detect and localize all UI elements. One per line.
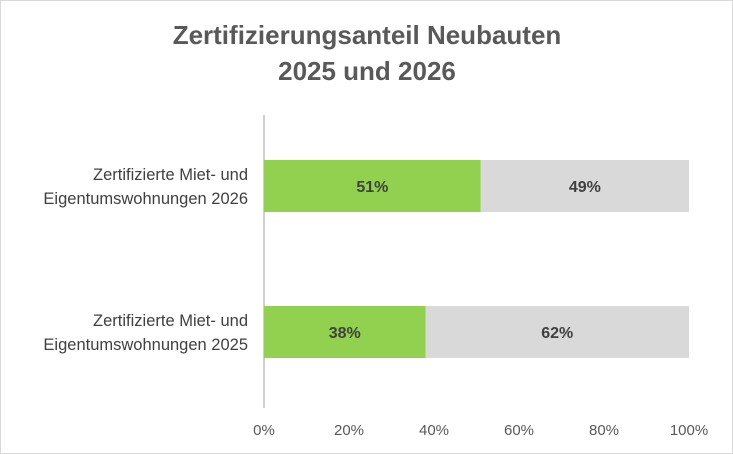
- bar-data-label: 38%: [329, 325, 361, 342]
- bar-data-label: 49%: [569, 179, 601, 196]
- category-label: Zertifizierte Miet- und: [93, 166, 248, 184]
- x-tick-label: 100%: [670, 422, 708, 439]
- category-label: Eigentumswohnungen 2025: [43, 336, 248, 354]
- data-label-group: 51% 49% 38% 62%: [329, 179, 601, 342]
- chart-title-line-1: Zertifizierungsanteil Neubauten: [173, 20, 562, 50]
- x-tick-label-group: 0% 20% 40% 60% 80% 100%: [253, 422, 708, 439]
- x-tick-label: 80%: [589, 422, 619, 439]
- x-tick-label: 20%: [334, 422, 364, 439]
- bar-data-label: 51%: [356, 179, 388, 196]
- x-tick-label: 60%: [504, 422, 534, 439]
- bar-segment: [264, 160, 481, 212]
- bar-data-label: 62%: [541, 325, 573, 342]
- bar-segment: [264, 306, 426, 358]
- bar-segment: [480, 160, 689, 212]
- bar-segment: [425, 306, 689, 358]
- x-tick-label: 40%: [419, 422, 449, 439]
- chart-title: Zertifizierungsanteil Neubauten 2025 und…: [173, 20, 562, 86]
- bar-group: [264, 160, 689, 358]
- x-tick-label: 0%: [253, 422, 275, 439]
- category-label: Zertifizierte Miet- und: [93, 312, 248, 330]
- chart-title-line-2: 2025 und 2026: [278, 56, 456, 86]
- category-label-group: Zertifizierte Miet- und Eigentumswohnunge…: [43, 166, 248, 354]
- category-label: Eigentumswohnungen 2026: [43, 190, 248, 208]
